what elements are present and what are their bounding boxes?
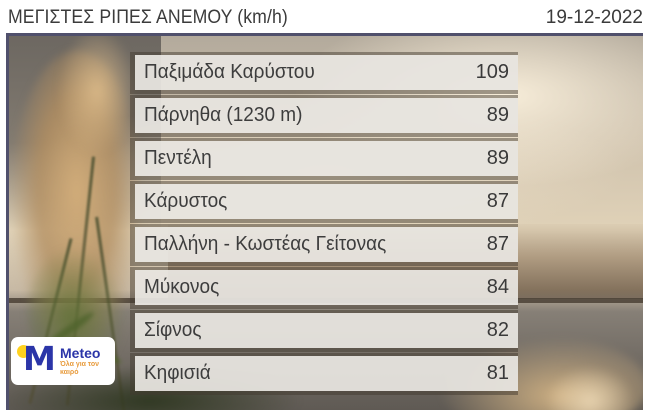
logo-brand-name: Meteo (60, 345, 101, 361)
logo-text-block: Meteo Όλα για τον καιρό (60, 346, 102, 376)
station-name: Πεντέλη (144, 147, 212, 169)
gust-value: 89 (486, 104, 509, 126)
table-row: Πεντέλη 89 (130, 138, 518, 180)
table-row: Κηφισιά 81 (130, 353, 518, 395)
station-name: Παλλήνη - Κωστέας Γείτονας (144, 233, 387, 255)
header-bar: ΜΕΓΙΣΤΕΣ ΡΙΠΕΣ ΑΝΕΜΟΥ (km/h) 19-12-2022 (0, 0, 650, 33)
logo-yellow-dot-icon (17, 345, 30, 358)
report-date: 19-12-2022 (545, 6, 643, 28)
gust-value: 81 (486, 362, 509, 384)
page-title: ΜΕΓΙΣΤΕΣ ΡΙΠΕΣ ΑΝΕΜΟΥ (km/h) (8, 6, 288, 28)
gust-value: 82 (486, 319, 509, 341)
table-row: Πάρνηθα (1230 m) 89 (130, 95, 518, 137)
station-name: Πάρνηθα (1230 m) (144, 104, 303, 126)
station-name: Μύκονος (144, 276, 220, 298)
table-row: Μύκονος 84 (130, 267, 518, 309)
gust-value: 84 (486, 276, 509, 298)
table-row: Σίφνος 82 (130, 310, 518, 352)
wind-gust-table: Παξιμάδα Καρύστου 109 Πάρνηθα (1230 m) 8… (130, 52, 518, 396)
logo-m-letter: M (23, 339, 56, 378)
station-name: Σίφνος (144, 319, 202, 341)
meteo-monogram-icon: M (17, 339, 56, 381)
table-row: Παλλήνη - Κωστέας Γείτονας 87 (130, 224, 518, 266)
gust-value: 109 (475, 61, 509, 83)
station-name: Κηφισιά (144, 362, 211, 384)
photo-reeds-shape (57, 36, 137, 156)
meteo-logo: M Meteo Όλα για τον καιρό (11, 337, 115, 385)
gust-value: 89 (486, 147, 509, 169)
logo-tagline: Όλα για τον καιρό (60, 361, 100, 376)
photo-frame: Παξιμάδα Καρύστου 109 Πάρνηθα (1230 m) 8… (6, 33, 643, 410)
table-row: Κάρυστος 87 (130, 181, 518, 223)
gust-value: 87 (486, 233, 509, 255)
table-row: Παξιμάδα Καρύστου 109 (130, 52, 518, 94)
gust-value: 87 (486, 190, 509, 212)
station-name: Κάρυστος (144, 190, 228, 212)
station-name: Παξιμάδα Καρύστου (144, 61, 315, 83)
